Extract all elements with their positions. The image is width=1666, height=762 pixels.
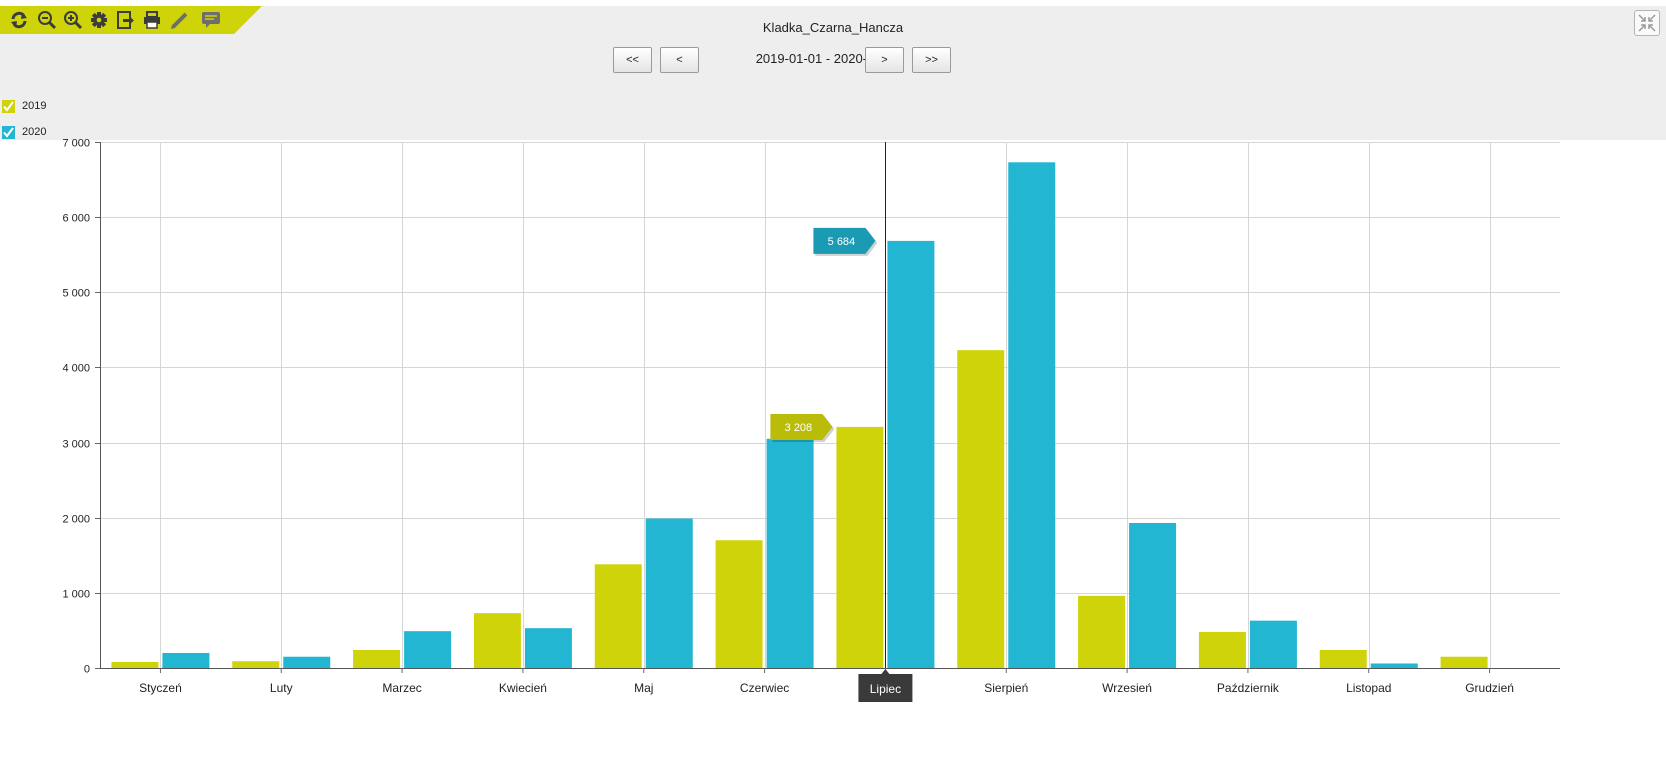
x-tick-label: Styczeń bbox=[139, 681, 182, 695]
print-icon[interactable] bbox=[142, 10, 162, 30]
pencil-icon[interactable] bbox=[170, 10, 190, 30]
y-tick-label: 4 000 bbox=[62, 363, 90, 375]
bar-2019-7[interactable] bbox=[957, 350, 1005, 668]
bar-2020-3[interactable] bbox=[524, 628, 572, 668]
gear-icon[interactable] bbox=[89, 10, 109, 30]
bar-2020-2[interactable] bbox=[404, 631, 452, 668]
bar-2019-4[interactable] bbox=[594, 564, 642, 668]
checkbox-icon[interactable] bbox=[2, 126, 15, 139]
zoom-out-icon[interactable] bbox=[37, 10, 57, 30]
bar-2019-10[interactable] bbox=[1319, 649, 1367, 668]
x-tick-label: Wrzesień bbox=[1102, 681, 1152, 695]
x-tick-label: Sierpień bbox=[984, 681, 1028, 695]
first-page-button[interactable]: << bbox=[613, 47, 652, 73]
y-tick-label: 1 000 bbox=[62, 589, 90, 601]
y-tick-label: 3 000 bbox=[62, 439, 90, 451]
category-tooltip-pointer bbox=[881, 669, 890, 674]
y-tick-label: 0 bbox=[84, 664, 90, 676]
refresh-icon[interactable] bbox=[9, 10, 29, 30]
legend-label: 2019 bbox=[22, 100, 47, 112]
header-band bbox=[0, 6, 1666, 140]
x-tick-label: Kwiecień bbox=[499, 681, 547, 695]
bar-2020-4[interactable] bbox=[645, 518, 693, 668]
category-tooltip-label: Lipiec bbox=[870, 682, 901, 696]
bar-2019-5[interactable] bbox=[715, 540, 763, 668]
x-tick-label: Luty bbox=[270, 681, 293, 695]
prev-page-button[interactable]: < bbox=[660, 47, 699, 73]
bar-2019-11[interactable] bbox=[1440, 656, 1488, 668]
bar-2020-5[interactable] bbox=[766, 438, 814, 668]
bar-2020-7[interactable] bbox=[1008, 162, 1056, 668]
x-tick-label: Marzec bbox=[382, 681, 421, 695]
y-tick-label: 2 000 bbox=[62, 514, 90, 526]
value-tooltip-label: 3 208 bbox=[785, 422, 813, 434]
value-tooltip-2020 bbox=[813, 227, 876, 254]
fullscreen-toggle-button[interactable] bbox=[1634, 10, 1660, 36]
bar-2019-6[interactable] bbox=[836, 426, 884, 668]
bar-2019-9[interactable] bbox=[1198, 631, 1246, 668]
value-tooltip-2019 bbox=[770, 413, 833, 440]
zoom-in-icon[interactable] bbox=[63, 10, 83, 30]
bar-2019-0[interactable] bbox=[111, 661, 159, 668]
legend-label: 2020 bbox=[22, 126, 47, 138]
x-tick-label: Październik bbox=[1217, 681, 1280, 695]
y-tick-label: 6 000 bbox=[62, 213, 90, 225]
comment-icon[interactable] bbox=[201, 10, 221, 30]
category-tooltip bbox=[858, 674, 913, 702]
bar-2020-8[interactable] bbox=[1129, 522, 1177, 668]
x-tick-label: Listopad bbox=[1346, 681, 1391, 695]
bar-2019-3[interactable] bbox=[473, 613, 521, 668]
value-tooltip-label: 5 684 bbox=[828, 236, 856, 248]
x-tick-label: Grudzień bbox=[1465, 681, 1514, 695]
bar-2020-1[interactable] bbox=[283, 656, 331, 668]
chart-title: Kladka_Czarna_Hancza bbox=[762, 20, 904, 35]
y-tick-label: 5 000 bbox=[62, 288, 90, 300]
checkbox-icon[interactable] bbox=[2, 100, 15, 113]
bar-2019-2[interactable] bbox=[353, 649, 401, 668]
y-tick-label: 7 000 bbox=[62, 138, 90, 150]
bar-2020-10[interactable] bbox=[1370, 663, 1418, 668]
bar-2019-8[interactable] bbox=[1078, 595, 1126, 668]
bar-2019-1[interactable] bbox=[232, 661, 280, 668]
next-page-button[interactable]: > bbox=[865, 47, 904, 73]
collapse-icon bbox=[1638, 14, 1656, 32]
plot-area bbox=[100, 142, 1550, 668]
export-icon[interactable] bbox=[115, 10, 135, 30]
x-tick-label: Maj bbox=[634, 681, 653, 695]
x-tick-label: Czerwiec bbox=[740, 681, 789, 695]
bar-2020-0[interactable] bbox=[162, 652, 210, 668]
last-page-button[interactable]: >> bbox=[912, 47, 951, 73]
bar-2020-9[interactable] bbox=[1249, 620, 1297, 668]
bar-2020-6[interactable] bbox=[887, 240, 935, 668]
date-range-label: 2019-01-01 - 2020-11-03 bbox=[755, 51, 900, 66]
